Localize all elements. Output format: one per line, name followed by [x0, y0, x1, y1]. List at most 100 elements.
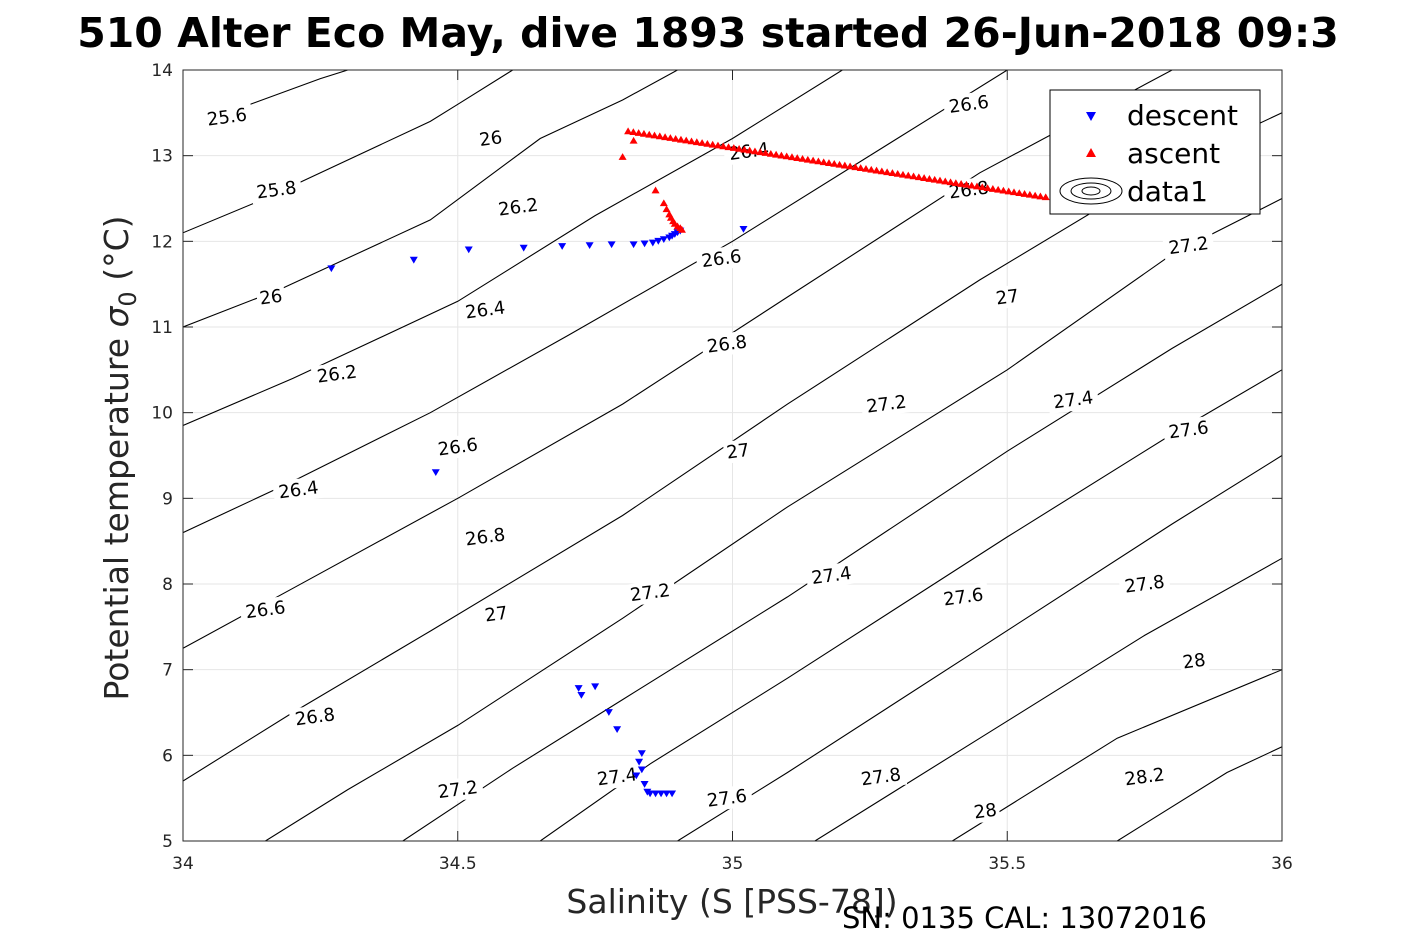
ascent-point: [935, 176, 944, 184]
contour-label-bg: [805, 561, 858, 590]
contour-label-bg: [475, 125, 507, 152]
ascent-point: [782, 152, 791, 160]
descent-point: [648, 239, 657, 247]
contour-label-text: 26: [258, 286, 283, 310]
contour-label: 25.6: [200, 102, 254, 132]
contour-label: 26.4: [458, 295, 512, 325]
contour-label-text: 27.6: [1167, 417, 1209, 443]
x-tick-label: 36: [1271, 854, 1293, 874]
contour-icon: [1059, 177, 1123, 205]
contour-label-text: 27.2: [1167, 233, 1209, 259]
contour-label: 27.2: [1162, 231, 1215, 260]
chart-title: 510 Alter Eco May, dive 1893 started 26-…: [77, 9, 1339, 57]
descent-point: [635, 758, 644, 766]
descent-point: [739, 225, 748, 233]
ascent-point: [994, 185, 1003, 193]
contour-label-text: 25.6: [206, 105, 248, 131]
ascent-point: [777, 151, 786, 159]
x-tick-label: 34.5: [439, 854, 477, 874]
contour-label-text: 26.2: [497, 195, 539, 221]
y-axis-ticks: 5 6 7 8 9 10 11 12 13 14: [151, 61, 1282, 852]
descent-point: [640, 781, 649, 788]
contour-label: 28: [969, 798, 1001, 824]
ascent-point: [687, 137, 696, 145]
y-tick-label: 11: [151, 318, 173, 338]
ascent-point: [814, 157, 823, 165]
y-tick-label: 5: [162, 832, 173, 852]
contour-label-bg: [310, 359, 364, 389]
contour-label-bg: [491, 192, 545, 222]
contour-label-text: 27.8: [860, 764, 902, 790]
ascent-point: [756, 148, 765, 156]
ascent-point: [629, 136, 638, 144]
ascent-point: [708, 140, 717, 148]
ascent-point: [898, 170, 907, 178]
contour-label-text: 27.8: [1123, 571, 1165, 597]
ascent-point: [856, 164, 865, 171]
contour-label: 27.6: [700, 784, 754, 813]
contour-label: 27: [991, 284, 1023, 310]
ascent-point: [1009, 188, 1018, 196]
contour-label: 27: [480, 601, 512, 627]
descent-point: [591, 683, 600, 691]
y-axis-label-sigma: σ: [97, 306, 136, 328]
descent-point: [327, 265, 336, 273]
contour-label-text: 27: [484, 603, 509, 627]
contour-line-27-2: [402, 283, 1282, 841]
legend-label-data1: data1: [1127, 175, 1208, 208]
ascent-point: [719, 142, 728, 150]
descent-point: [409, 256, 418, 264]
ascent-point: [787, 153, 796, 161]
contour-label-text: 26.4: [464, 297, 506, 323]
ascent-point: [893, 170, 902, 177]
ascent-point: [624, 127, 633, 135]
ascent-point: [920, 174, 929, 181]
contour-label-text: 26.2: [316, 362, 358, 388]
contour-label-text: 27.2: [629, 580, 671, 606]
contour-label-text: 27.4: [596, 764, 638, 790]
contour-line-27: [265, 198, 1282, 841]
y-tick-label: 6: [162, 746, 173, 766]
contour-label-bg: [937, 582, 990, 612]
ascent-point: [835, 160, 844, 168]
descent-point: [632, 772, 641, 780]
contour-label: 27.6: [937, 582, 990, 612]
descent-point: [558, 243, 567, 250]
ascent-point: [978, 183, 987, 191]
contour-label: 28.2: [1118, 762, 1171, 791]
ascent-point: [671, 134, 680, 142]
ascent-point: [883, 168, 892, 176]
contour-label-text: 28: [973, 800, 998, 824]
contour-label-bg: [431, 775, 485, 804]
ascent-point: [661, 133, 670, 141]
ascent-point: [735, 144, 744, 152]
y-axis-label-subscript: 0: [114, 291, 142, 306]
contour-label-text: 26.6: [700, 246, 742, 272]
contour-label-text: 26.8: [294, 704, 336, 730]
ascent-point: [793, 154, 802, 161]
footer-serial-cal: SN: 0135 CAL: 13072016: [842, 901, 1207, 935]
contour-label: 26.6: [431, 432, 485, 462]
contour-label-text: 26.8: [464, 524, 506, 550]
contour-label-text: 26: [478, 127, 503, 151]
descent-point: [662, 790, 671, 798]
contour-label: 27.4: [805, 561, 858, 590]
contour-label-text: 26.4: [277, 477, 319, 503]
ascent-point: [745, 146, 754, 154]
contour-label-bg: [860, 389, 913, 419]
contour-label: 26: [255, 284, 287, 310]
contour-label: 27.8: [854, 762, 908, 791]
contour-label-text: 26.8: [706, 332, 748, 358]
contour-label: 27.8: [1118, 569, 1171, 599]
ascent-point: [819, 158, 828, 166]
descent-point: [651, 790, 660, 798]
contour-line-26-2: [183, 70, 843, 427]
descent-point: [637, 750, 646, 758]
ascent-point: [1020, 190, 1029, 197]
ascent-point: [798, 154, 807, 162]
contour-label: 27.2: [860, 389, 913, 419]
ascent-point: [888, 169, 897, 176]
contour-labels: 25.6 25.8 26 26.2 26.4 26.6 26.8 26 26.2 26.4 26.6…: [200, 90, 1215, 824]
ascent-point: [851, 163, 860, 171]
contour-label: 26.8: [288, 702, 342, 731]
